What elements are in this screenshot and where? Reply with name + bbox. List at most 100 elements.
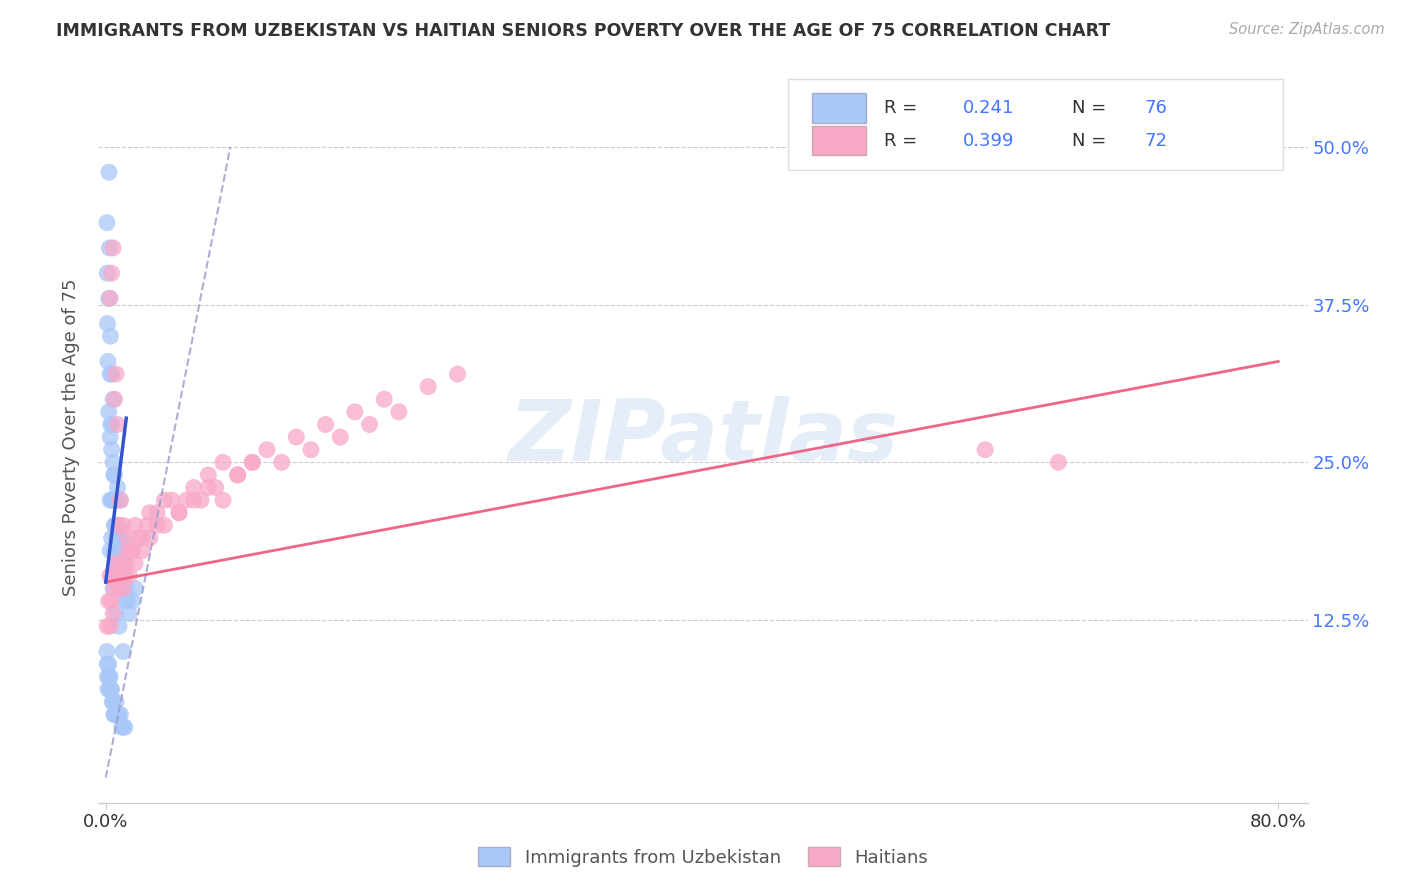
Point xyxy=(100,682,122,697)
Point xyxy=(98,165,121,179)
Point xyxy=(138,531,160,545)
Point xyxy=(285,430,308,444)
Point xyxy=(135,518,157,533)
Legend: Immigrants from Uzbekistan, Haitians: Immigrants from Uzbekistan, Haitians xyxy=(471,840,935,874)
Point xyxy=(160,493,183,508)
Point xyxy=(124,556,146,570)
Point xyxy=(100,594,122,608)
Point xyxy=(114,594,136,608)
Point xyxy=(98,543,121,558)
Point xyxy=(167,506,190,520)
Point xyxy=(105,556,128,570)
Point xyxy=(96,670,118,684)
Text: R =: R = xyxy=(884,132,924,150)
Point xyxy=(108,707,131,722)
Point xyxy=(153,493,176,508)
Point xyxy=(124,518,146,533)
Point xyxy=(183,481,205,495)
Point xyxy=(96,644,118,658)
Point xyxy=(98,619,121,633)
Point xyxy=(176,493,198,508)
Point xyxy=(108,518,131,533)
Text: N =: N = xyxy=(1071,132,1112,150)
Point xyxy=(97,405,120,419)
Point xyxy=(98,291,121,305)
Point xyxy=(105,695,128,709)
Point xyxy=(100,531,122,545)
Text: 0.241: 0.241 xyxy=(963,99,1014,117)
Point xyxy=(103,707,125,722)
Point xyxy=(1047,455,1070,469)
Point xyxy=(101,417,124,432)
Text: 72: 72 xyxy=(1144,132,1167,150)
Point xyxy=(974,442,997,457)
Point xyxy=(97,657,120,671)
Point xyxy=(107,569,129,583)
Point xyxy=(121,543,143,558)
Point xyxy=(112,518,135,533)
Point xyxy=(97,291,120,305)
Point xyxy=(97,354,120,368)
Point xyxy=(115,582,138,596)
Point xyxy=(388,405,411,419)
Point xyxy=(98,493,121,508)
Point xyxy=(146,518,169,533)
Point xyxy=(112,720,135,734)
Point xyxy=(98,430,121,444)
Point xyxy=(108,582,131,596)
Point xyxy=(100,493,122,508)
Point xyxy=(112,556,135,570)
Point xyxy=(240,455,263,469)
Point xyxy=(97,682,120,697)
Point xyxy=(121,594,143,608)
Point xyxy=(105,367,128,381)
Text: R =: R = xyxy=(884,99,924,117)
Point xyxy=(124,582,146,596)
Point xyxy=(183,493,205,508)
Point xyxy=(101,607,124,621)
Point xyxy=(96,317,118,331)
Point xyxy=(103,707,125,722)
Point xyxy=(96,657,118,671)
Point xyxy=(96,216,118,230)
Point xyxy=(115,556,138,570)
Point xyxy=(110,569,132,583)
Point xyxy=(97,594,120,608)
Point xyxy=(100,367,122,381)
Point xyxy=(315,417,337,432)
FancyBboxPatch shape xyxy=(787,78,1284,170)
Point xyxy=(98,241,121,255)
Point xyxy=(329,430,352,444)
Point xyxy=(105,518,128,533)
Point xyxy=(103,582,125,596)
Text: 76: 76 xyxy=(1144,99,1167,117)
Point xyxy=(418,379,440,393)
Text: IMMIGRANTS FROM UZBEKISTAN VS HAITIAN SENIORS POVERTY OVER THE AGE OF 75 CORRELA: IMMIGRANTS FROM UZBEKISTAN VS HAITIAN SE… xyxy=(56,22,1111,40)
Point xyxy=(110,569,132,583)
Point xyxy=(299,442,322,457)
Point xyxy=(101,569,124,583)
Point xyxy=(212,455,235,469)
Point xyxy=(240,455,263,469)
Point xyxy=(101,695,124,709)
Point xyxy=(101,582,124,596)
Point xyxy=(103,493,125,508)
Point xyxy=(110,707,132,722)
FancyBboxPatch shape xyxy=(811,126,866,155)
FancyBboxPatch shape xyxy=(811,94,866,122)
Point xyxy=(110,543,132,558)
Point xyxy=(100,329,122,343)
Point xyxy=(110,493,132,508)
Point xyxy=(100,417,122,432)
Point xyxy=(111,531,134,545)
Point xyxy=(111,556,134,570)
Point xyxy=(131,543,153,558)
Point xyxy=(112,582,135,596)
Point xyxy=(100,442,122,457)
Point xyxy=(100,266,122,280)
Point xyxy=(117,594,139,608)
Point xyxy=(103,518,125,533)
Point xyxy=(96,619,118,633)
Point xyxy=(118,569,141,583)
Text: 0.399: 0.399 xyxy=(963,132,1015,150)
